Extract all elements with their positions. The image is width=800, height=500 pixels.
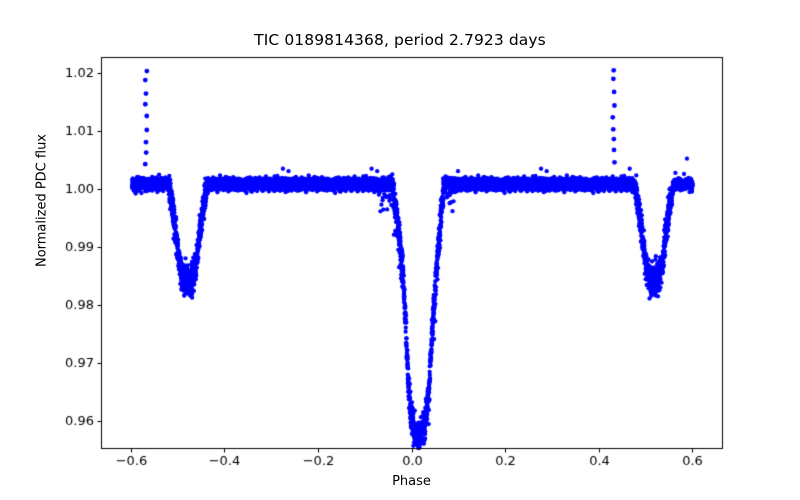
x-axis-label: Phase [392,474,431,489]
plot-title: TIC 0189814368, period 2.7923 days [254,31,546,49]
y-axis-label: Normalized PDC flux [34,133,50,268]
